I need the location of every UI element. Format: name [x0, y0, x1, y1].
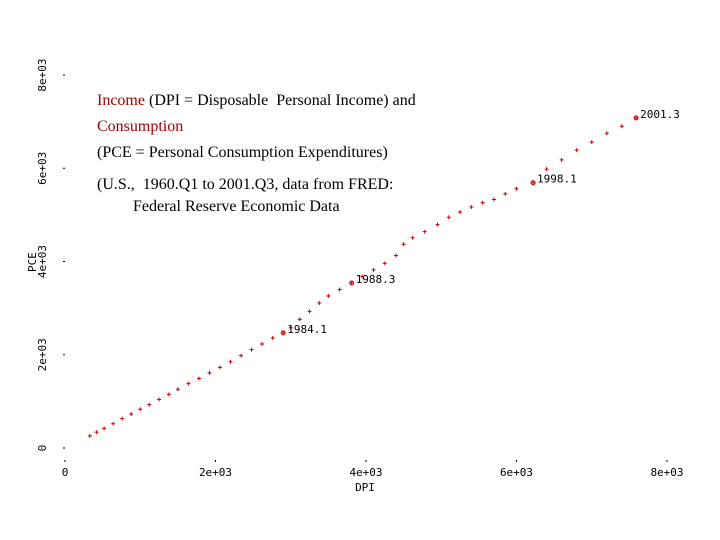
- y-tick-label: 0: [36, 445, 49, 452]
- point: [102, 426, 107, 431]
- point: [480, 200, 485, 205]
- point: [207, 370, 212, 375]
- point: [634, 115, 639, 120]
- point: [270, 335, 275, 340]
- title-line: Consumption: [97, 118, 183, 135]
- title-segment: Federal Reserve Economic Data: [97, 198, 340, 215]
- point: [218, 365, 223, 370]
- point: [307, 309, 312, 314]
- point: [87, 433, 92, 438]
- point: [249, 347, 254, 352]
- point: [147, 402, 152, 407]
- point: [317, 300, 322, 305]
- annotation-point: [280, 330, 286, 336]
- title-segment: (PCE = Personal Consumption Expenditures…: [97, 144, 388, 161]
- point: [349, 280, 354, 285]
- point: [260, 342, 265, 347]
- point: [138, 407, 143, 412]
- point: [574, 148, 579, 153]
- point: [544, 167, 549, 172]
- annotation-point: [349, 280, 355, 286]
- x-tick-label: 4e+03: [349, 466, 382, 479]
- title-line: (U.S., 1960.Q1 to 2001.Q3, data from FRE…: [97, 176, 393, 193]
- point: [360, 274, 365, 279]
- title-segment: Consumption: [97, 118, 183, 135]
- point: [111, 421, 116, 426]
- point: [531, 180, 536, 185]
- point: [94, 430, 99, 435]
- point: [491, 197, 496, 202]
- x-tick-label: 8e+03: [650, 466, 683, 479]
- point: [514, 186, 519, 191]
- point: [129, 411, 134, 416]
- annotation-label: 1998.1: [537, 173, 577, 186]
- x-axis-label: DPI: [355, 481, 375, 494]
- point: [371, 267, 376, 272]
- title-line: (PCE = Personal Consumption Expenditures…: [97, 144, 388, 161]
- point: [337, 287, 342, 292]
- title-segment: (U.S., 1960.Q1 to 2001.Q3, data from FRE…: [97, 176, 393, 193]
- title-segment: Income: [97, 92, 145, 109]
- title-line: Federal Reserve Economic Data: [97, 198, 340, 215]
- y-axis-label: PCE: [26, 252, 39, 272]
- point: [401, 242, 406, 247]
- point: [503, 191, 508, 196]
- annotation-label: 1988.3: [356, 273, 396, 286]
- point: [175, 387, 180, 392]
- x-tick-label: 6e+03: [500, 466, 533, 479]
- point: [186, 381, 191, 386]
- annotation-label: 2001.3: [640, 108, 680, 121]
- y-tick-label: 4e+03: [36, 245, 49, 278]
- point: [288, 325, 293, 330]
- point: [619, 124, 624, 129]
- point: [297, 317, 302, 322]
- point: [120, 416, 125, 421]
- x-tick-label: 0: [62, 466, 69, 479]
- title-segment: (DPI = Disposable Personal Income) and: [145, 92, 416, 109]
- y-tick-label: 2e+03: [36, 338, 49, 371]
- annotation-label: 1984.1: [287, 323, 327, 336]
- point: [239, 353, 244, 358]
- y-tick-label: 8e+03: [36, 58, 49, 91]
- y-tick-label: 6e+03: [36, 152, 49, 185]
- point: [604, 131, 609, 136]
- x-tick-label: 2e+03: [199, 466, 232, 479]
- point: [589, 140, 594, 145]
- point: [458, 210, 463, 215]
- point: [228, 359, 233, 364]
- point: [382, 261, 387, 266]
- annotation-point: [530, 180, 536, 186]
- point: [166, 392, 171, 397]
- annotation-point: [633, 115, 639, 121]
- point: [446, 215, 451, 220]
- point: [326, 294, 331, 299]
- point: [410, 235, 415, 240]
- point: [281, 330, 286, 335]
- title-line: Income (DPI = Disposable Personal Income…: [97, 92, 416, 109]
- point: [394, 253, 399, 258]
- point: [157, 397, 162, 402]
- point: [422, 229, 427, 234]
- point: [196, 376, 201, 381]
- point: [559, 157, 564, 162]
- point: [469, 204, 474, 209]
- point: [435, 222, 440, 227]
